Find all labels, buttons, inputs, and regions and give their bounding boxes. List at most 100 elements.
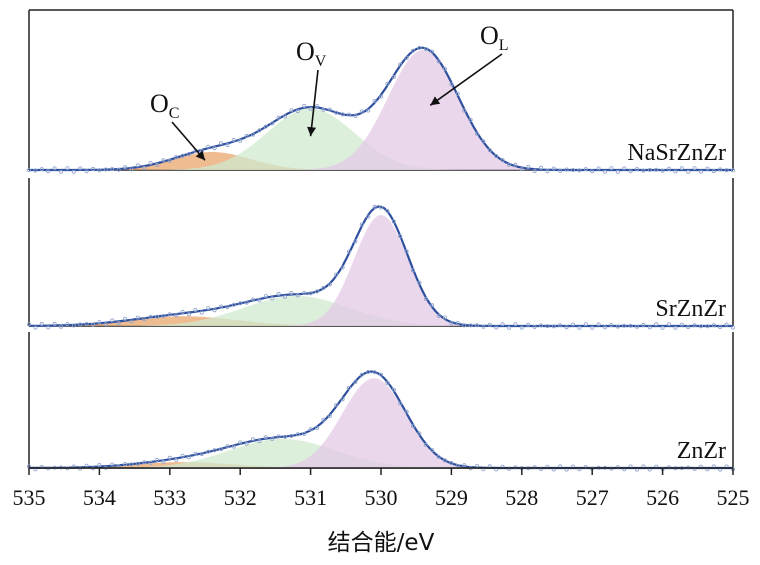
raw-point [346,385,351,390]
raw-point [282,294,287,299]
raw-point [263,294,268,299]
raw-point [462,108,467,113]
raw-point [167,312,172,317]
raw-point [135,163,140,168]
raw-point [295,432,300,437]
panel-label: ZnZr [677,438,726,464]
raw-point [622,166,627,171]
raw-data-points [26,45,736,174]
raw-point [154,314,159,319]
x-tick-label: 534 [83,485,116,510]
raw-point [59,324,64,329]
annotation-arrow-line [429,53,503,106]
panel-SrZnZr: SrZnZr [26,178,736,330]
raw-point [430,49,435,54]
raw-point [654,322,659,327]
raw-point [84,321,89,326]
raw-point [430,303,435,308]
raw-point [359,222,364,227]
raw-point [353,379,358,384]
raw-point [513,322,518,327]
raw-point [180,309,185,314]
raw-point [218,304,223,309]
raw-point [26,322,31,327]
raw-point [583,322,588,327]
raw-point [116,321,121,326]
annotation-arrow-head [195,150,205,161]
raw-point [65,166,70,171]
raw-point [327,414,332,419]
x-tick-label: 535 [13,485,46,510]
raw-point [276,115,281,120]
raw-data-points [26,204,736,330]
x-tick-label: 527 [576,485,609,510]
raw-point [321,107,326,112]
raw-point [506,162,511,167]
raw-point [161,313,166,318]
raw-point [174,313,179,318]
raw-point [699,324,704,329]
raw-point [167,158,172,163]
raw-point [302,431,307,436]
raw-point [647,167,652,172]
raw-point [660,325,665,330]
raw-point [91,166,96,171]
raw-point [263,124,268,129]
raw-point [218,447,223,452]
raw-point [366,369,371,374]
raw-point [238,138,243,143]
raw-point [558,323,563,328]
raw-point [385,380,390,385]
raw-point [462,323,467,328]
peak-o-v [29,439,733,468]
raw-point [46,169,51,174]
raw-point [711,323,716,328]
raw-point [372,370,377,375]
raw-point [462,463,467,468]
raw-point [660,168,665,173]
raw-point [186,312,191,317]
raw-point [180,153,185,158]
raw-point [532,168,537,173]
raw-point [667,322,672,327]
raw-point [78,166,83,171]
raw-point [519,325,524,330]
annotation-arrow-line [309,69,319,137]
raw-point [391,74,396,79]
raw-point [385,81,390,86]
x-tick-label: 531 [294,485,327,510]
raw-point [123,316,128,321]
raw-point [340,112,345,117]
raw-point [39,321,44,326]
raw-point [110,462,115,467]
raw-point [161,459,166,464]
raw-point [71,169,76,174]
raw-point [609,322,614,327]
raw-point [711,169,716,174]
raw-point [404,409,409,414]
panel-label: NaSrZnZr [627,140,726,166]
raw-point [321,285,326,290]
raw-point [436,59,441,64]
raw-point [391,387,396,392]
raw-point [250,297,255,302]
raw-point [103,167,108,172]
raw-point [731,325,736,330]
raw-point [474,131,479,136]
raw-point [110,318,115,323]
raw-point [308,291,313,296]
peak-o-l [29,215,733,326]
raw-point [596,166,601,171]
raw-point [436,454,441,459]
raw-point [314,289,319,294]
raw-point [398,234,403,239]
raw-point [481,324,486,329]
raw-point [500,322,505,327]
raw-point [135,315,140,320]
raw-point [596,322,601,327]
raw-point [571,322,576,327]
raw-point [142,317,147,322]
annotations-group: OC OV OL [150,21,509,161]
panels-group: NaSrZnZr SrZnZr ZnZr [26,9,736,472]
